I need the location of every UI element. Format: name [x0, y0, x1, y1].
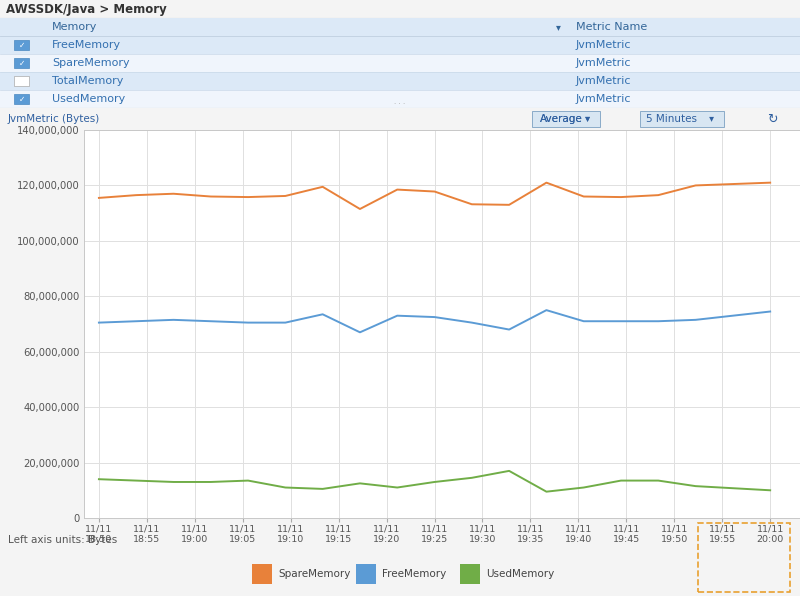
- Text: Average: Average: [540, 114, 582, 124]
- Text: FreeMemory: FreeMemory: [52, 40, 121, 50]
- Text: Memory: Memory: [52, 22, 98, 32]
- Bar: [14, 41, 29, 49]
- Text: JvmMetric: JvmMetric: [576, 94, 631, 104]
- Text: AWSSDK/Java > Memory: AWSSDK/Java > Memory: [6, 4, 167, 17]
- Bar: [14, 58, 29, 68]
- Text: Left axis units: Bytes: Left axis units: Bytes: [8, 535, 118, 545]
- Text: JvmMetric: JvmMetric: [576, 58, 631, 68]
- Bar: [14, 76, 29, 86]
- Text: Metric Name: Metric Name: [576, 22, 647, 32]
- FancyBboxPatch shape: [640, 111, 724, 128]
- Text: ✓: ✓: [18, 58, 25, 67]
- Text: ▾: ▾: [582, 114, 590, 124]
- Text: ▾: ▾: [556, 22, 561, 32]
- Text: · · ·: · · ·: [394, 101, 406, 107]
- Text: ▾: ▾: [582, 114, 590, 124]
- Bar: [460, 564, 480, 584]
- Text: JvmMetric: JvmMetric: [576, 76, 631, 86]
- Text: ✓: ✓: [18, 41, 25, 49]
- Text: Average: Average: [540, 114, 582, 124]
- Bar: [252, 564, 272, 584]
- Bar: [0, 18, 800, 36]
- Bar: [0, 72, 800, 90]
- FancyBboxPatch shape: [532, 111, 600, 128]
- Text: FreeMemory: FreeMemory: [382, 569, 446, 579]
- Text: JvmMetric (Bytes): JvmMetric (Bytes): [8, 114, 100, 124]
- Text: SpareMemory: SpareMemory: [52, 58, 130, 68]
- Text: ▾: ▾: [706, 114, 714, 124]
- Bar: [0, 54, 800, 72]
- Text: JvmMetric: JvmMetric: [576, 40, 631, 50]
- Text: ✓: ✓: [18, 95, 25, 104]
- Bar: [0, 36, 800, 54]
- Text: TotalMemory: TotalMemory: [52, 76, 123, 86]
- Text: UsedMemory: UsedMemory: [52, 94, 126, 104]
- Bar: [0, 90, 800, 108]
- Bar: [698, 523, 790, 592]
- Text: 5 Minutes: 5 Minutes: [646, 114, 697, 124]
- Bar: [356, 564, 376, 584]
- Text: UsedMemory: UsedMemory: [486, 569, 554, 579]
- Text: SpareMemory: SpareMemory: [278, 569, 350, 579]
- Bar: [14, 94, 29, 104]
- Text: ↻: ↻: [766, 113, 778, 126]
